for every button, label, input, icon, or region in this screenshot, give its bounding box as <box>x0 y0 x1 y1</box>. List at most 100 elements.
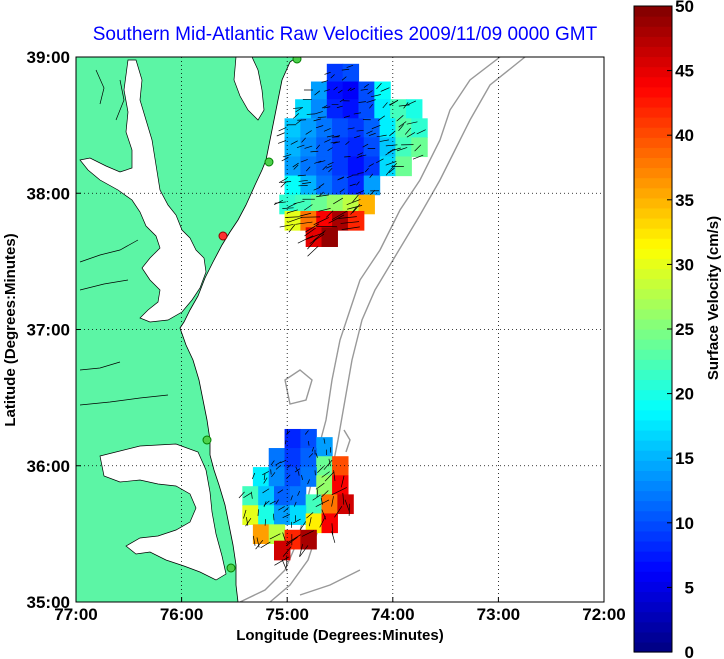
velocity-vector <box>250 491 253 499</box>
bathymetry-contour-3 <box>284 369 361 596</box>
colorbar-segment <box>634 581 672 593</box>
velocity-cell <box>332 156 349 177</box>
colorbar-tick-label: 35 <box>675 191 694 210</box>
velocity-vector <box>341 226 360 230</box>
colorbar-segment <box>634 86 672 98</box>
velocity-vector <box>278 506 285 511</box>
velocity-cell <box>284 428 301 449</box>
velocity-cell <box>268 467 286 487</box>
velocity-cell <box>332 475 349 495</box>
velocity-vector <box>388 167 395 174</box>
colorbar-segment <box>634 399 672 411</box>
colorbar-segment <box>634 540 672 552</box>
velocity-vector <box>264 519 267 526</box>
colorbar-segment <box>634 16 672 27</box>
velocity-vector <box>262 488 270 494</box>
velocity-vector <box>396 147 408 152</box>
velocity-vector <box>324 71 331 75</box>
velocity-vector <box>298 179 308 182</box>
velocity-vector <box>305 130 312 135</box>
velocity-vector <box>286 534 301 545</box>
velocity-vector <box>362 143 369 148</box>
velocity-cell <box>305 494 323 515</box>
velocity-vector <box>356 190 365 194</box>
colorbar-segment <box>634 238 672 249</box>
velocity-vector <box>379 139 389 142</box>
velocity-vector <box>330 141 338 144</box>
velocity-vector <box>304 145 313 149</box>
velocity-vector <box>252 535 256 546</box>
velocity-cell <box>326 194 344 215</box>
colorbar-segment <box>634 318 672 330</box>
velocity-vector <box>318 208 331 212</box>
colorbar-segment <box>634 177 672 189</box>
velocity-vector <box>246 517 249 526</box>
velocity-vector <box>302 182 312 185</box>
velocity-vector <box>275 461 282 466</box>
colorbar-segment <box>634 429 672 441</box>
colorbar-segment <box>634 571 672 582</box>
colorbar-segment <box>634 450 672 461</box>
velocity-vector <box>318 160 326 163</box>
velocity-vector <box>353 112 361 115</box>
velocity-vector <box>331 531 336 543</box>
velocity-cell <box>363 137 381 158</box>
velocity-vector <box>282 514 290 518</box>
colorbar-segment <box>634 440 672 451</box>
colorbar-segment <box>634 36 672 47</box>
colorbar-segment <box>634 298 672 310</box>
velocity-vector <box>283 507 289 513</box>
velocity-vector <box>255 539 264 550</box>
x-tick-label: 74:00 <box>371 605 414 624</box>
colorbar-segment <box>634 379 672 391</box>
colorbar-segment <box>634 56 672 68</box>
velocity-vector <box>328 168 333 173</box>
velocity-vector <box>376 158 384 164</box>
velocity-vector <box>306 512 314 519</box>
velocity-vector <box>287 216 303 223</box>
velocity-vector <box>323 128 331 132</box>
velocity-vector <box>299 521 307 531</box>
velocity-vector <box>312 494 321 501</box>
colorbar-segment <box>634 197 672 209</box>
velocity-vector <box>315 144 321 150</box>
velocity-vector <box>284 440 287 445</box>
colorbar-segment <box>634 76 672 88</box>
velocity-cell <box>342 81 360 102</box>
velocity-vector <box>352 203 361 213</box>
velocity-vector <box>318 191 324 197</box>
colorbar-tick-label: 40 <box>675 126 694 145</box>
velocity-vector <box>333 86 338 91</box>
velocity-vector <box>353 135 361 139</box>
velocity-vector <box>321 509 327 520</box>
velocity-vector <box>304 430 309 435</box>
radar-site-marker <box>218 231 228 241</box>
colorbar-segment <box>634 601 672 613</box>
velocity-vector <box>350 206 357 215</box>
velocity-vector <box>287 209 298 214</box>
velocity-vector <box>357 152 364 156</box>
velocity-cell <box>289 486 307 506</box>
velocity-vector <box>390 147 401 152</box>
colorbar-segment <box>634 480 672 492</box>
velocity-vector <box>366 99 376 103</box>
colorbar-segment <box>634 278 672 290</box>
velocity-cell <box>374 99 391 119</box>
velocity-vector <box>331 487 347 496</box>
velocity-cell <box>252 467 270 487</box>
velocity-vector <box>311 447 315 452</box>
velocity-vector <box>356 181 360 186</box>
velocity-cell <box>300 118 317 138</box>
colorbar-label: Surface Velocity (cm/s) <box>705 216 722 380</box>
velocity-cell <box>347 156 365 177</box>
velocity-vector <box>301 475 303 481</box>
velocity-cell <box>347 210 365 231</box>
velocity-vector <box>295 107 303 113</box>
velocity-vector <box>245 517 252 527</box>
colorbar-segment <box>634 167 672 179</box>
velocity-cell <box>316 175 333 196</box>
velocity-cell <box>252 524 270 545</box>
velocity-vector <box>317 466 324 474</box>
velocity-vector <box>279 224 294 228</box>
velocity-vector <box>270 460 275 466</box>
